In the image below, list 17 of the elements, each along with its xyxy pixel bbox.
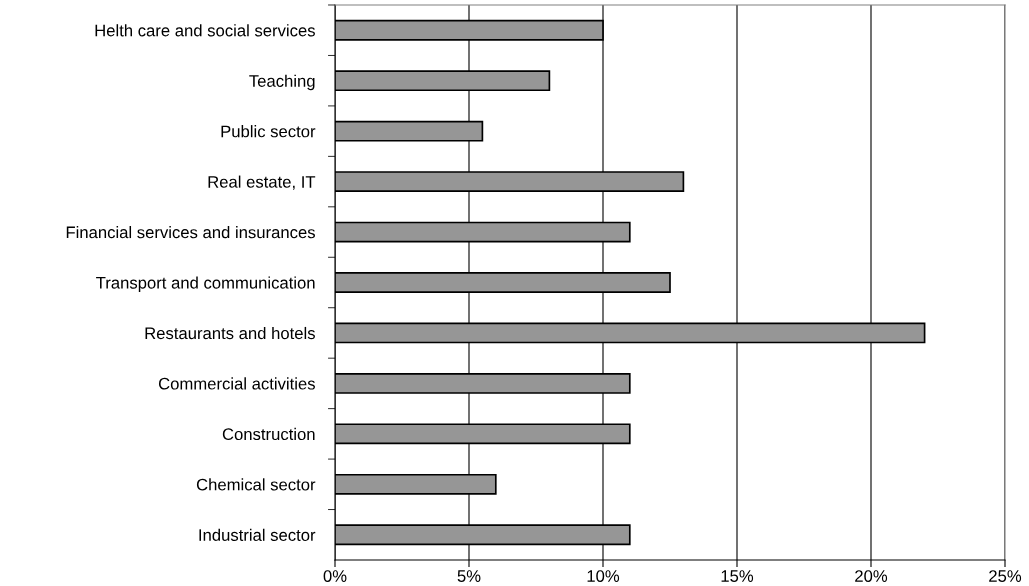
y-tick-label: Restaurants and hotels [145, 326, 315, 340]
y-tick-label: Real estate, IT [208, 175, 316, 190]
y-tick-label: Transport and communication [96, 276, 315, 292]
y-tick-label: Chemical sector [196, 478, 316, 491]
x-tick-label: 15% [721, 570, 754, 582]
x-tick-label: 0% [323, 570, 347, 582]
y-tick-label: Helth care and social services [95, 24, 315, 37]
y-tick-label: Teaching [249, 74, 315, 91]
y-tick-label: Industrial sector [199, 528, 316, 541]
y-tick-label: Commercial activities [158, 377, 315, 390]
y-tick-label: Public sector [221, 125, 316, 138]
x-tick-label: 20% [855, 570, 888, 582]
x-tick-label: 25% [989, 570, 1022, 582]
x-tick-label: 5% [457, 570, 481, 582]
x-tick-label: 10% [587, 570, 620, 582]
y-tick-label: Financial services and insurances [66, 226, 315, 239]
y-tick-label: Construction [222, 427, 315, 441]
